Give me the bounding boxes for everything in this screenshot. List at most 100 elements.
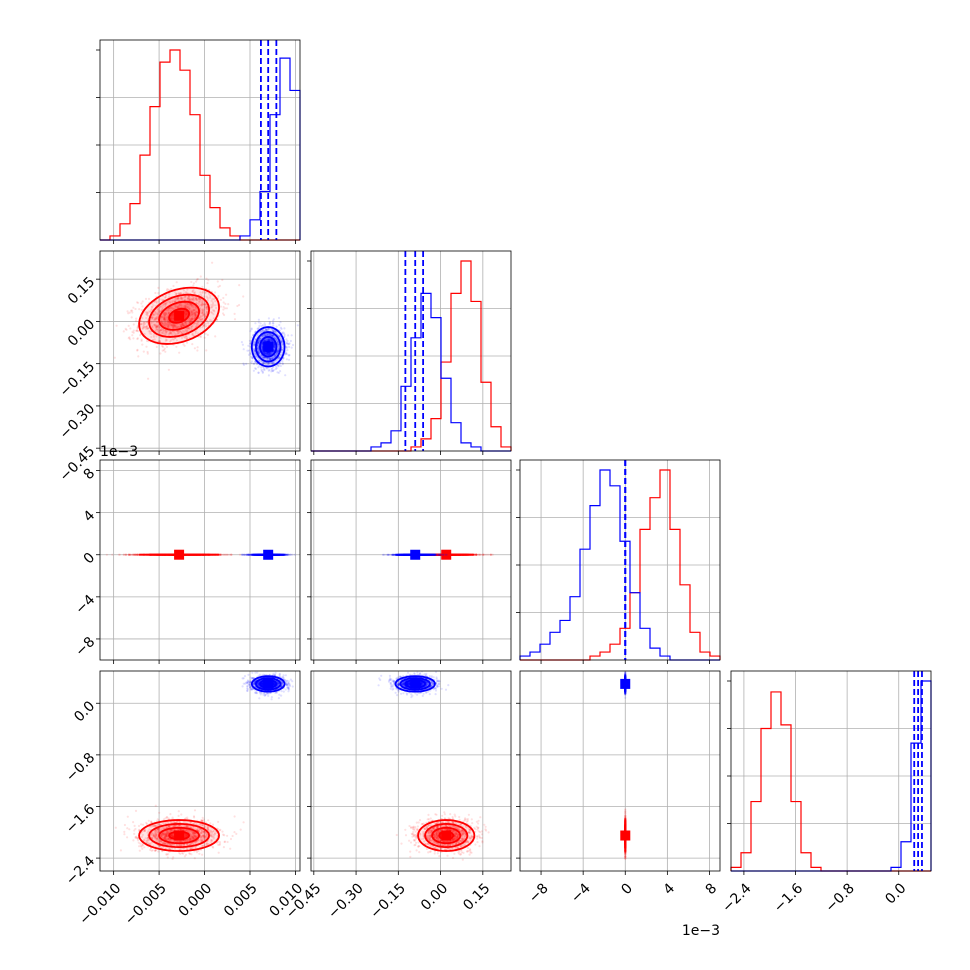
sample-point	[186, 329, 189, 332]
sample-point	[271, 351, 274, 354]
sample-point	[257, 351, 260, 354]
sample-point	[183, 336, 186, 339]
sample-point	[190, 313, 193, 316]
sample-point	[184, 304, 187, 307]
sample-point	[196, 277, 199, 281]
sample-point	[272, 345, 275, 348]
sample-point	[147, 297, 151, 300]
sample-point	[174, 300, 177, 303]
sample-point	[198, 301, 201, 304]
sample-point	[175, 292, 178, 295]
sample-point	[266, 339, 269, 342]
sample-point	[181, 323, 184, 326]
sample-point	[269, 333, 272, 336]
sample-point	[279, 337, 282, 340]
sample-point	[163, 302, 166, 305]
sample-point	[257, 347, 260, 350]
sample-point	[270, 338, 273, 341]
sample-point	[276, 350, 279, 353]
sample-point	[269, 352, 272, 355]
sample-point	[204, 303, 207, 306]
sample-point	[165, 318, 168, 321]
sample-point	[159, 352, 162, 355]
sample-point	[146, 311, 149, 314]
sample-point	[211, 304, 215, 307]
sample-point	[257, 326, 260, 329]
sample-point	[169, 324, 172, 327]
sample-point	[205, 306, 208, 309]
sample-point	[186, 327, 189, 330]
sample-point	[271, 369, 274, 373]
sample-point	[270, 339, 273, 342]
sample-point	[261, 349, 264, 352]
sample-point	[144, 311, 147, 314]
sample-point	[197, 321, 200, 324]
sample-point	[257, 318, 260, 321]
sample-point	[203, 315, 206, 319]
sample-point	[184, 320, 187, 323]
sample-point	[192, 309, 195, 312]
sample-point	[136, 329, 139, 332]
sample-point	[261, 346, 264, 349]
sample-point	[272, 322, 275, 325]
sample-point	[280, 327, 283, 330]
sample-point	[147, 327, 150, 330]
sample-point	[186, 307, 189, 310]
sample-point	[268, 339, 271, 342]
sample-point	[261, 349, 264, 352]
sample-point	[290, 346, 293, 349]
sample-point	[186, 305, 189, 309]
sample-point	[165, 323, 168, 326]
sample-point	[275, 353, 278, 356]
sample-point	[194, 310, 197, 313]
sample-point	[192, 284, 195, 287]
sample-point	[202, 313, 205, 316]
sample-point	[178, 304, 181, 307]
sample-point	[273, 355, 276, 358]
sample-point	[277, 371, 280, 374]
sample-point	[152, 304, 155, 307]
sample-point	[146, 314, 149, 317]
sample-point	[145, 345, 148, 348]
sample-point	[141, 305, 144, 308]
sample-point	[261, 334, 264, 337]
sample-point	[194, 315, 197, 318]
sample-point	[266, 329, 269, 332]
sample-point	[149, 330, 152, 333]
sample-point	[219, 553, 222, 556]
sample-point	[163, 312, 166, 315]
sample-point	[178, 325, 181, 328]
sample-point	[171, 300, 174, 303]
sample-point	[150, 309, 153, 312]
sample-point	[270, 361, 273, 364]
sample-point	[193, 299, 196, 302]
sample-point	[151, 316, 154, 319]
sample-point	[139, 323, 142, 326]
sample-point	[188, 298, 191, 301]
sample-point	[222, 305, 225, 309]
sample-point	[171, 338, 174, 341]
sample-point	[183, 344, 186, 347]
sample-point	[174, 297, 177, 301]
sample-point	[268, 362, 271, 365]
sample-point	[223, 313, 226, 317]
sample-point	[261, 355, 264, 359]
sample-point	[263, 361, 266, 365]
sample-point	[273, 343, 276, 346]
sample-point	[207, 321, 210, 325]
sample-point	[198, 298, 201, 301]
sample-point	[155, 335, 158, 338]
sample-point	[195, 311, 198, 314]
sample-point	[189, 317, 192, 320]
sample-point	[272, 343, 275, 346]
sample-point	[212, 298, 215, 301]
sample-point	[129, 327, 132, 330]
sample-point	[141, 317, 144, 320]
sample-point	[224, 553, 227, 556]
sample-point	[279, 362, 282, 365]
sample-point	[163, 347, 166, 350]
sample-point	[189, 303, 192, 306]
sample-point	[194, 307, 197, 310]
sample-point	[272, 330, 275, 333]
sample-point	[170, 332, 173, 335]
